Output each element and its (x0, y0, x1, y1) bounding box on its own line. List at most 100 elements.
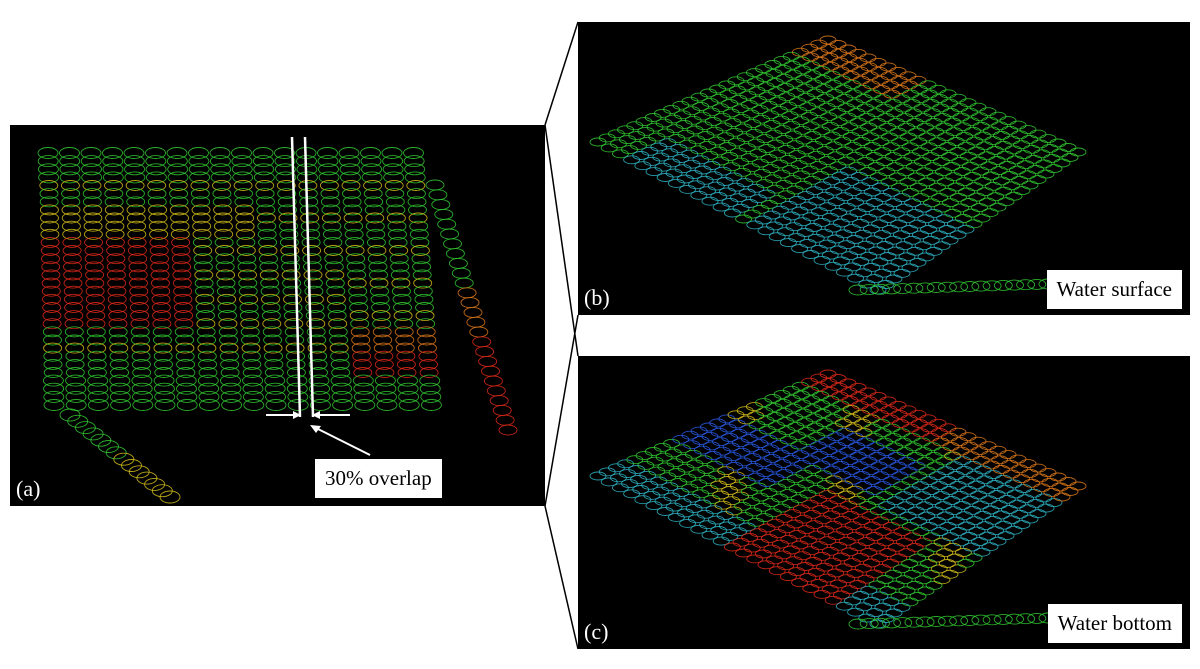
ping-ring (326, 285, 346, 297)
ping-ring (265, 399, 287, 411)
ping-ring (274, 163, 296, 176)
ping-ring (191, 204, 211, 216)
ping-ring (690, 524, 708, 534)
ping-ring (304, 293, 324, 305)
ping-ring (239, 310, 259, 322)
ping-ring (1027, 278, 1047, 290)
ping-ring (866, 274, 884, 284)
ping-ring (783, 60, 801, 70)
ping-ring (884, 569, 902, 579)
ping-ring (990, 500, 1008, 510)
ping-ring (795, 180, 813, 190)
ping-ring (779, 101, 797, 111)
ping-ring (354, 399, 376, 411)
ping-ring (681, 96, 699, 106)
ping-ring (365, 220, 385, 232)
ping-ring (765, 402, 783, 412)
ping-ring (926, 282, 946, 293)
ping-ring (385, 196, 405, 208)
ping-ring (838, 574, 856, 584)
ping-ring (808, 97, 826, 107)
ping-ring (841, 396, 859, 405)
ping-ring (799, 535, 817, 545)
ping-ring (912, 147, 929, 157)
ping-ring (209, 155, 231, 168)
ping-ring (928, 137, 946, 147)
ping-ring (824, 261, 842, 271)
ping-ring (889, 461, 907, 471)
ping-ring (874, 481, 892, 491)
ping-ring (958, 187, 976, 197)
ping-ring (80, 155, 102, 168)
ping-ring (820, 378, 838, 388)
connector-mid-top (544, 314, 579, 507)
ping-ring (810, 207, 828, 217)
ping-ring (982, 280, 1002, 292)
ping-ring (347, 269, 367, 281)
ping-ring (873, 85, 891, 94)
ping-ring (784, 175, 802, 185)
ping-ring (846, 485, 864, 495)
ping-ring (855, 526, 873, 536)
ping-ring (739, 90, 757, 100)
ping-ring (842, 405, 860, 414)
ping-ring (912, 428, 930, 438)
ping-ring (874, 526, 892, 536)
ping-ring (941, 235, 959, 245)
ping-ring (769, 96, 787, 106)
ping-ring (213, 204, 233, 216)
ping-ring (931, 193, 949, 203)
ping-ring (871, 75, 889, 85)
ping-ring (898, 456, 915, 466)
ping-ring (131, 350, 151, 362)
ping-ring (810, 541, 828, 551)
ping-ring (196, 310, 215, 322)
ping-ring (718, 80, 736, 90)
ping-ring (175, 374, 197, 387)
ping-ring (413, 285, 433, 297)
ping-ring (882, 142, 900, 152)
ping-ring (847, 197, 864, 207)
ping-ring (961, 441, 978, 451)
ping-ring (84, 236, 104, 248)
ping-ring (258, 245, 278, 256)
ping-ring (774, 459, 792, 469)
ping-ring (127, 245, 147, 256)
ping-ring (981, 208, 999, 218)
ping-ring (960, 532, 978, 541)
ping-ring (960, 281, 980, 292)
ping-ring (769, 195, 787, 205)
ping-ring (882, 224, 899, 234)
ping-ring (842, 71, 860, 80)
ping-ring (925, 542, 943, 552)
ping-ring (352, 350, 372, 362)
ping-ring (895, 491, 913, 501)
ping-ring (801, 499, 819, 509)
ping-ring (877, 113, 895, 123)
ping-ring (188, 163, 210, 176)
ping-ring (109, 390, 131, 403)
ping-ring (869, 57, 887, 67)
ping-ring (981, 116, 999, 126)
ping-ring (38, 171, 60, 184)
ping-ring (1035, 493, 1053, 503)
ping-ring (740, 434, 758, 443)
ping-ring (863, 142, 881, 151)
ping-ring (902, 89, 920, 99)
ping-ring (871, 591, 889, 601)
ping-ring (237, 261, 257, 273)
ping-ring (329, 334, 349, 346)
ping-ring (192, 228, 212, 240)
ping-ring (743, 209, 761, 219)
ping-ring (396, 358, 416, 370)
ping-ring (968, 526, 986, 536)
ping-ring (309, 382, 330, 395)
ping-ring (743, 543, 761, 553)
ping-ring (128, 253, 148, 265)
ping-ring (703, 495, 721, 504)
ping-ring (806, 186, 823, 196)
ping-ring (147, 180, 167, 191)
ping-ring (344, 228, 364, 240)
ping-ring (197, 350, 217, 362)
ping-ring (376, 399, 398, 411)
